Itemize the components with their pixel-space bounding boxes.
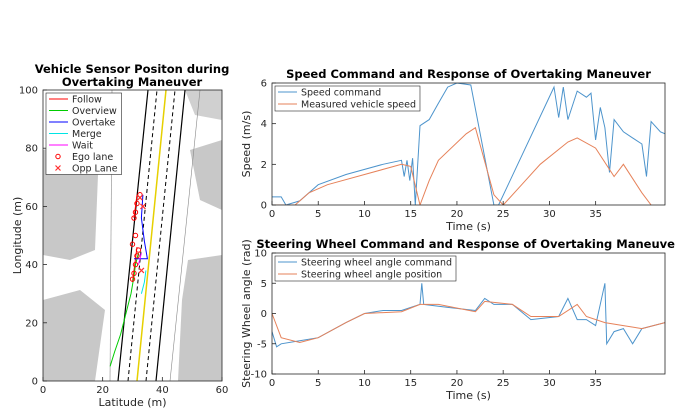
plot-area xyxy=(272,283,665,347)
y-tick-label: 0 xyxy=(32,377,38,388)
x-tick-label: 15 xyxy=(404,378,417,389)
x-tick-label: 25 xyxy=(497,378,510,389)
x-axis-label: Time (s) xyxy=(445,389,491,402)
x-tick-label: 5 xyxy=(315,378,321,389)
x-tick-label: 10 xyxy=(358,209,371,220)
legend-label: Speed command xyxy=(301,88,381,99)
x-tick-label: 15 xyxy=(404,209,417,220)
marker-x xyxy=(140,204,145,209)
legend-label: Steering wheel angle position xyxy=(301,270,442,281)
legend-label: Ego lane xyxy=(72,152,113,163)
marker-x xyxy=(139,268,144,273)
y-tick-label: 40 xyxy=(25,260,38,271)
y-tick-label: 80 xyxy=(25,144,38,155)
series-line xyxy=(272,128,651,205)
y-tick-label: 0 xyxy=(261,201,267,212)
x-tick-label: 35 xyxy=(589,209,602,220)
legend-label: Merge xyxy=(72,129,102,140)
legend-label: Measured vehicle speed xyxy=(301,100,416,111)
series-line xyxy=(272,283,665,347)
legend-label: Wait xyxy=(72,141,93,152)
y-tick-label: 20 xyxy=(25,318,38,329)
x-tick-label: 60 xyxy=(216,385,229,396)
x-tick-label: 30 xyxy=(543,209,556,220)
x-tick-label: 0 xyxy=(269,209,275,220)
x-tick-label: 5 xyxy=(315,209,321,220)
x-tick-label: 0 xyxy=(269,378,275,389)
x-tick-label: 35 xyxy=(589,378,602,389)
y-tick-label: 5 xyxy=(261,279,267,290)
x-tick-label: 30 xyxy=(543,378,556,389)
y-tick-label: 2 xyxy=(261,160,267,171)
x-axis-label: Time (s) xyxy=(445,220,491,233)
chart-title: Vehicle Sensor Positon during Overtaking… xyxy=(22,63,242,89)
x-tick-label: 20 xyxy=(96,385,109,396)
legend-label: Steering wheel angle command xyxy=(301,258,452,269)
y-tick-label: 60 xyxy=(25,202,38,213)
chart-title: Steering Wheel Command and Response of O… xyxy=(256,237,675,251)
legend-label: Follow xyxy=(72,95,102,106)
y-tick-label: 6 xyxy=(261,79,267,90)
legend-label: Opp Lane xyxy=(72,164,118,175)
x-tick-label: 0 xyxy=(40,385,46,396)
y-tick-label: -10 xyxy=(251,370,267,381)
x-tick-label: 25 xyxy=(497,209,510,220)
y-axis-label: Speed (m/s) xyxy=(240,111,253,178)
marker-x xyxy=(137,195,142,200)
y-tick-label: -5 xyxy=(257,339,267,350)
y-axis-label: Steering Wheel angle (rad) xyxy=(240,239,253,388)
x-tick-label: 20 xyxy=(451,378,464,389)
x-tick-label: 20 xyxy=(451,209,464,220)
legend-label: Overview xyxy=(72,106,117,117)
series-line xyxy=(141,270,146,293)
y-axis-label: Longitude (m) xyxy=(11,197,24,275)
chart-title: Speed Command and Response of Overtaking… xyxy=(286,67,651,81)
y-tick-label: 0 xyxy=(261,309,267,320)
x-tick-label: 40 xyxy=(156,385,169,396)
legend-label: Overtake xyxy=(72,118,116,129)
x-tick-label: 10 xyxy=(358,378,371,389)
marker-o xyxy=(133,233,137,237)
page: 0204060020406080100Latitude (m)Longitude… xyxy=(0,0,675,410)
y-tick-label: 4 xyxy=(261,119,267,130)
x-axis-label: Latitude (m) xyxy=(98,396,166,409)
